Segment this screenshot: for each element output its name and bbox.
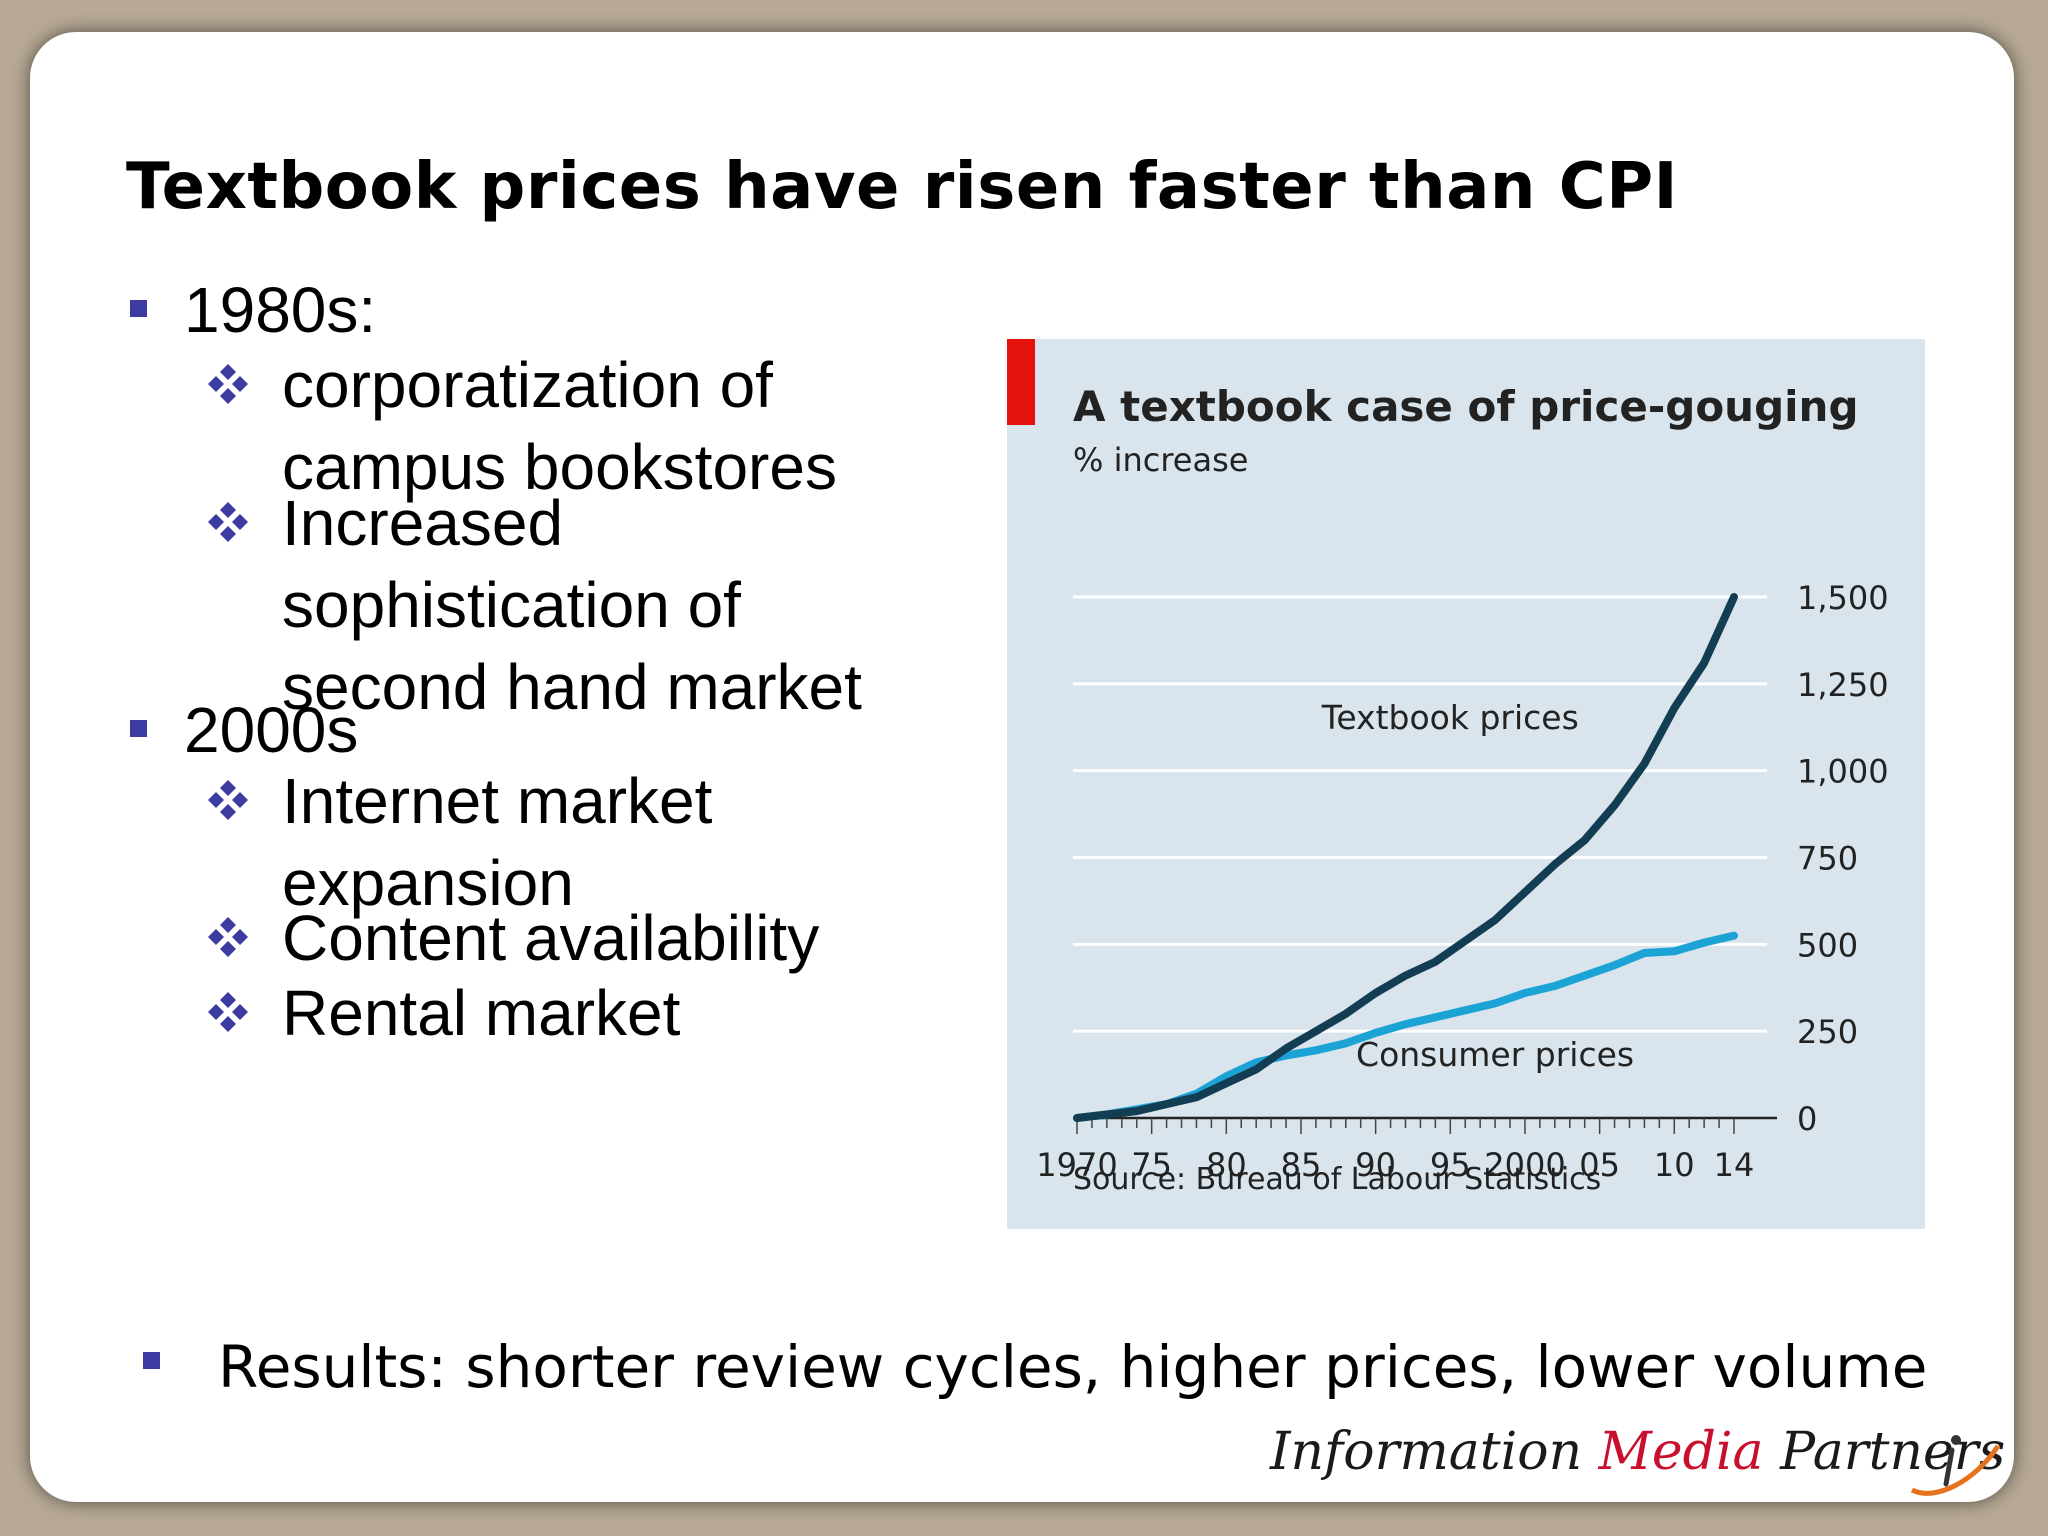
x-tick-label: 14 [1714,1146,1755,1184]
chart-subtitle: % increase [1073,441,1248,479]
x-tick-label: 1970 [1036,1146,1117,1184]
diamond-bullet-icon [208,502,248,542]
sub-bullet-internet: Internet market expansion [282,765,713,919]
slide-title: Textbook prices have risen faster than C… [126,150,1678,224]
diamond-bullet-icon [208,917,248,957]
x-tick-label: 95 [1430,1146,1471,1184]
y-tick-label: 250 [1797,1013,1858,1051]
bullet-1980s: 1980s: [184,274,377,346]
sub-bullet-corporatization: corporatization of campus bookstores [282,349,837,503]
x-tick-label: 2000 [1484,1146,1565,1184]
textbook-prices-line [1073,593,1738,1122]
brand-logo: Information Media Partners [1270,1422,2006,1482]
consumer-prices-label: Consumer prices [1356,1035,1634,1074]
sub-bullet-sophistication: Increased sophistication of second hand … [282,487,862,723]
diamond-bullet-icon [208,364,248,404]
x-tick-label: 10 [1654,1146,1695,1184]
sub-bullet-rental: Rental market [282,977,681,1049]
chart-accent-bar [1007,339,1035,425]
x-tick-label: 90 [1355,1146,1396,1184]
x-tick-label: 05 [1579,1146,1620,1184]
y-tick-label: 1,000 [1797,753,1889,791]
x-tick-label: 85 [1281,1146,1322,1184]
price-chart: A textbook case of price-gouging % increa… [1007,339,1925,1229]
x-tick-label: 80 [1206,1146,1247,1184]
sub-bullet-content: Content availability [282,902,820,974]
square-bullet-icon [130,300,147,317]
textbook-prices-label: Textbook prices [1321,698,1579,737]
results-text: Results: shorter review cycles, higher p… [218,1333,1928,1401]
square-bullet-icon [143,1352,160,1369]
y-tick-label: 750 [1797,840,1858,878]
x-tick-label: 75 [1131,1146,1172,1184]
y-tick-label: 1,250 [1797,666,1889,704]
diamond-bullet-icon [208,780,248,820]
brand-swoosh-icon [1910,1435,2001,1496]
chart-title: A textbook case of price-gouging [1073,382,1859,431]
slide: Textbook prices have risen faster than C… [30,32,2014,1502]
square-bullet-icon [130,720,147,737]
y-tick-label: 500 [1797,926,1858,964]
consumer-prices-line [1073,931,1738,1122]
y-tick-label: 1,500 [1797,579,1889,617]
bullet-2000s: 2000s [184,694,359,766]
chart-source: Source: Bureau of Labour Statistics [1073,1162,1601,1197]
diamond-bullet-icon [208,992,248,1032]
chart-svg: A textbook case of price-gouging % increa… [1007,339,1889,1197]
y-tick-label: 0 [1797,1100,1817,1138]
